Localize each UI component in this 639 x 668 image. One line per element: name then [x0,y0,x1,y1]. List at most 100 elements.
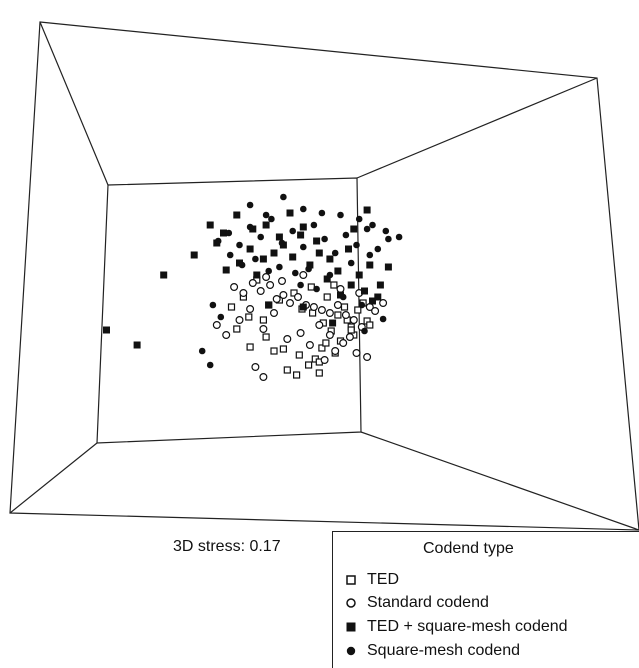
point-open-square-36 [347,326,355,334]
point-open-square-18 [262,333,270,341]
point-open-square-32 [270,347,278,355]
point-filled-circle-32 [265,267,273,275]
point-filled-circle-6 [257,233,265,241]
point-open-circle-29 [339,339,348,348]
point-open-circle-39 [299,271,308,280]
edge-top-right [356,77,598,179]
point-filled-circle-14 [342,231,350,239]
point-open-square-17 [246,343,254,351]
point-open-circle-23 [270,309,279,318]
open-square-marker-icon [346,575,356,585]
point-open-square-20 [290,289,298,297]
point-filled-square-1 [133,341,141,349]
point-filled-circle-38 [366,251,374,259]
point-filled-circle-7 [268,215,275,223]
point-filled-square-9 [270,249,278,257]
point-open-circle-42 [336,285,345,294]
point-filled-square-23 [220,229,227,237]
point-filled-square-5 [222,266,230,274]
point-open-square-1 [227,303,236,311]
point-open-circle-18 [212,321,221,330]
point-open-circle-3 [256,287,265,296]
point-filled-square-3 [190,251,198,259]
point-filled-square-37 [329,319,337,327]
point-filled-square-32 [337,291,344,299]
point-open-circle-31 [363,353,372,362]
point-filled-circle-27 [369,221,376,229]
point-filled-circle-36 [326,271,334,279]
legend-item-ted-square-mesh: TED + square-mesh codend [345,618,568,636]
point-filled-square-22 [206,221,214,229]
point-filled-square-8 [259,255,267,263]
point-open-square-25 [334,311,342,319]
stress-annotation: 3D stress: 0.17 [173,538,281,555]
point-open-circle-28 [325,331,334,340]
point-filled-circle-18 [385,235,392,243]
point-open-circle-5 [272,295,281,304]
point-open-square-16 [233,325,241,333]
point-filled-circle-37 [347,259,355,267]
outer-frame [9,21,639,531]
point-filled-square-0 [103,326,110,334]
point-filled-circle-21 [262,211,270,219]
point-filled-circle-29 [226,251,234,259]
point-filled-circle-40 [313,285,320,293]
point-filled-circle-46 [361,327,368,335]
legend-label: TED [367,571,399,588]
filled-square-marker-icon [346,622,356,632]
point-filled-square-7 [246,245,254,253]
point-open-circle-8 [294,293,303,302]
point-filled-square-11 [289,253,297,261]
point-open-square-37 [315,369,323,377]
point-open-square-10 [322,339,330,347]
edge-bottom-left [9,442,98,514]
point-open-circle-35 [320,356,329,365]
point-filled-circle-41 [339,293,347,301]
point-open-circle-22 [259,325,268,334]
point-open-square-33 [323,293,331,301]
point-filled-circle-17 [374,245,382,253]
edge-top-left [39,21,109,186]
legend-title: Codend type [423,540,514,557]
point-filled-circle-23 [300,205,307,213]
point-open-circle-40 [345,333,354,342]
point-open-square-30 [283,366,291,374]
point-filled-circle-11 [310,221,318,229]
point-open-square-6 [305,361,313,369]
point-open-circle-2 [248,279,257,288]
point-filled-square-17 [345,245,352,253]
point-open-square-2 [245,313,253,321]
legend: Codend type TED Standard codend TED + sq… [332,531,639,668]
point-filled-square-26 [262,221,270,229]
point-open-circle-32 [371,307,380,316]
point-filled-square-16 [334,267,342,275]
point-open-circle-13 [333,301,342,310]
point-open-circle-10 [309,303,318,312]
open-circle-marker-icon [346,598,356,608]
point-open-square-9 [318,344,326,352]
legend-item-standard-codend: Standard codend [345,594,489,612]
point-filled-square-31 [323,275,331,283]
point-filled-square-18 [355,271,363,279]
point-open-circle-0 [230,283,239,292]
point-filled-circle-39 [297,281,304,289]
point-filled-circle-3 [225,229,233,237]
point-filled-circle-12 [321,235,328,243]
point-filled-circle-45 [379,315,387,323]
point-filled-circle-20 [246,201,254,209]
data-points [103,193,403,382]
point-open-square-5 [295,351,303,359]
point-filled-circle-31 [252,255,259,263]
point-open-circle-15 [349,316,358,325]
point-filled-circle-1 [206,361,214,369]
point-open-circle-21 [246,305,255,314]
point-open-circle-4 [266,281,275,290]
point-filled-circle-15 [353,241,360,249]
point-open-circle-36 [331,347,340,356]
point-open-circle-37 [262,273,271,282]
point-filled-square-14 [315,249,323,257]
point-filled-circle-42 [358,301,366,309]
point-filled-circle-33 [276,263,283,271]
point-filled-square-38 [299,303,307,311]
